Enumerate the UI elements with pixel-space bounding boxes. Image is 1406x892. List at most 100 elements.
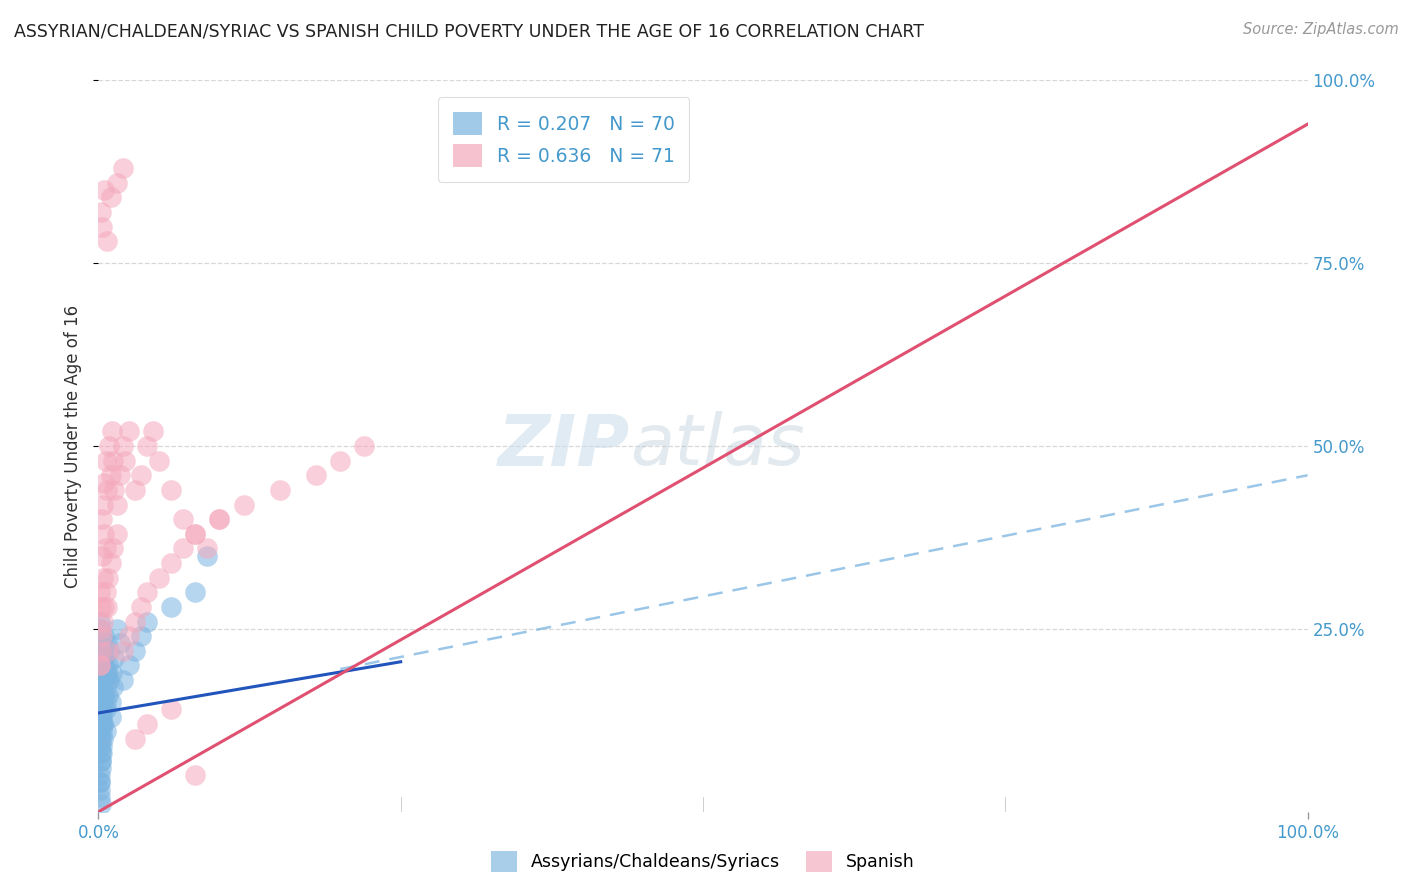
Point — [93, 629, 115, 643]
Point — [129, 468, 152, 483]
Text: atlas: atlas — [630, 411, 806, 481]
Point — [172, 541, 194, 556]
Legend: R = 0.207   N = 70, R = 0.636   N = 71: R = 0.207 N = 70, R = 0.636 N = 71 — [439, 97, 689, 182]
Point — [89, 615, 111, 629]
Point — [305, 468, 328, 483]
Point — [91, 498, 114, 512]
Point — [103, 483, 125, 497]
Point — [89, 775, 111, 789]
Point — [353, 439, 375, 453]
Point — [105, 498, 128, 512]
Point — [90, 205, 112, 219]
Point — [93, 526, 115, 541]
Point — [98, 673, 121, 687]
Point — [90, 709, 112, 723]
Point — [90, 644, 112, 658]
Y-axis label: Child Poverty Under the Age of 16: Child Poverty Under the Age of 16 — [65, 304, 83, 588]
Point — [91, 724, 114, 739]
Point — [94, 695, 117, 709]
Point — [195, 549, 218, 563]
Point — [89, 644, 111, 658]
Point — [96, 234, 118, 248]
Point — [90, 717, 112, 731]
Point — [129, 629, 152, 643]
Point — [91, 717, 114, 731]
Point — [91, 219, 114, 234]
Point — [184, 768, 207, 782]
Point — [108, 468, 131, 483]
Point — [100, 695, 122, 709]
Point — [129, 599, 152, 614]
Point — [90, 731, 112, 746]
Point — [91, 629, 114, 643]
Point — [90, 746, 112, 760]
Point — [89, 775, 111, 789]
Point — [100, 425, 122, 439]
Point — [93, 183, 115, 197]
Point — [118, 658, 141, 673]
Point — [118, 629, 141, 643]
Point — [91, 709, 114, 723]
Point — [142, 425, 165, 439]
Point — [91, 549, 114, 563]
Text: ZIP: ZIP — [498, 411, 630, 481]
Point — [93, 658, 115, 673]
Point — [97, 644, 120, 658]
Point — [269, 483, 291, 497]
Point — [91, 673, 114, 687]
Point — [91, 717, 114, 731]
Point — [94, 541, 117, 556]
Point — [135, 439, 157, 453]
Point — [93, 688, 115, 702]
Point — [100, 190, 122, 204]
Point — [90, 754, 112, 768]
Point — [114, 453, 136, 467]
Point — [89, 782, 111, 797]
Point — [96, 599, 118, 614]
Point — [91, 512, 114, 526]
Point — [91, 644, 114, 658]
Point — [100, 665, 122, 680]
Point — [97, 658, 120, 673]
Point — [94, 585, 117, 599]
Point — [91, 681, 114, 695]
Point — [100, 468, 122, 483]
Point — [89, 622, 111, 636]
Point — [90, 797, 112, 812]
Point — [89, 790, 111, 805]
Point — [101, 681, 124, 695]
Point — [124, 644, 146, 658]
Point — [94, 724, 117, 739]
Point — [91, 739, 114, 753]
Point — [89, 658, 111, 673]
Point — [89, 739, 111, 753]
Point — [135, 615, 157, 629]
Point — [91, 615, 114, 629]
Point — [101, 541, 124, 556]
Point — [111, 439, 134, 453]
Point — [91, 571, 114, 585]
Point — [94, 453, 117, 467]
Point — [98, 439, 121, 453]
Point — [108, 636, 131, 650]
Point — [90, 754, 112, 768]
Point — [90, 658, 112, 673]
Point — [111, 161, 134, 175]
Point — [90, 665, 112, 680]
Point — [96, 636, 118, 650]
Point — [160, 702, 183, 716]
Point — [160, 556, 183, 570]
Point — [105, 622, 128, 636]
Point — [118, 425, 141, 439]
Point — [135, 585, 157, 599]
Point — [94, 702, 117, 716]
Point — [89, 724, 111, 739]
Point — [93, 599, 115, 614]
Point — [124, 483, 146, 497]
Point — [100, 556, 122, 570]
Point — [103, 651, 125, 665]
Point — [96, 483, 118, 497]
Point — [91, 731, 114, 746]
Point — [208, 512, 231, 526]
Point — [98, 644, 121, 658]
